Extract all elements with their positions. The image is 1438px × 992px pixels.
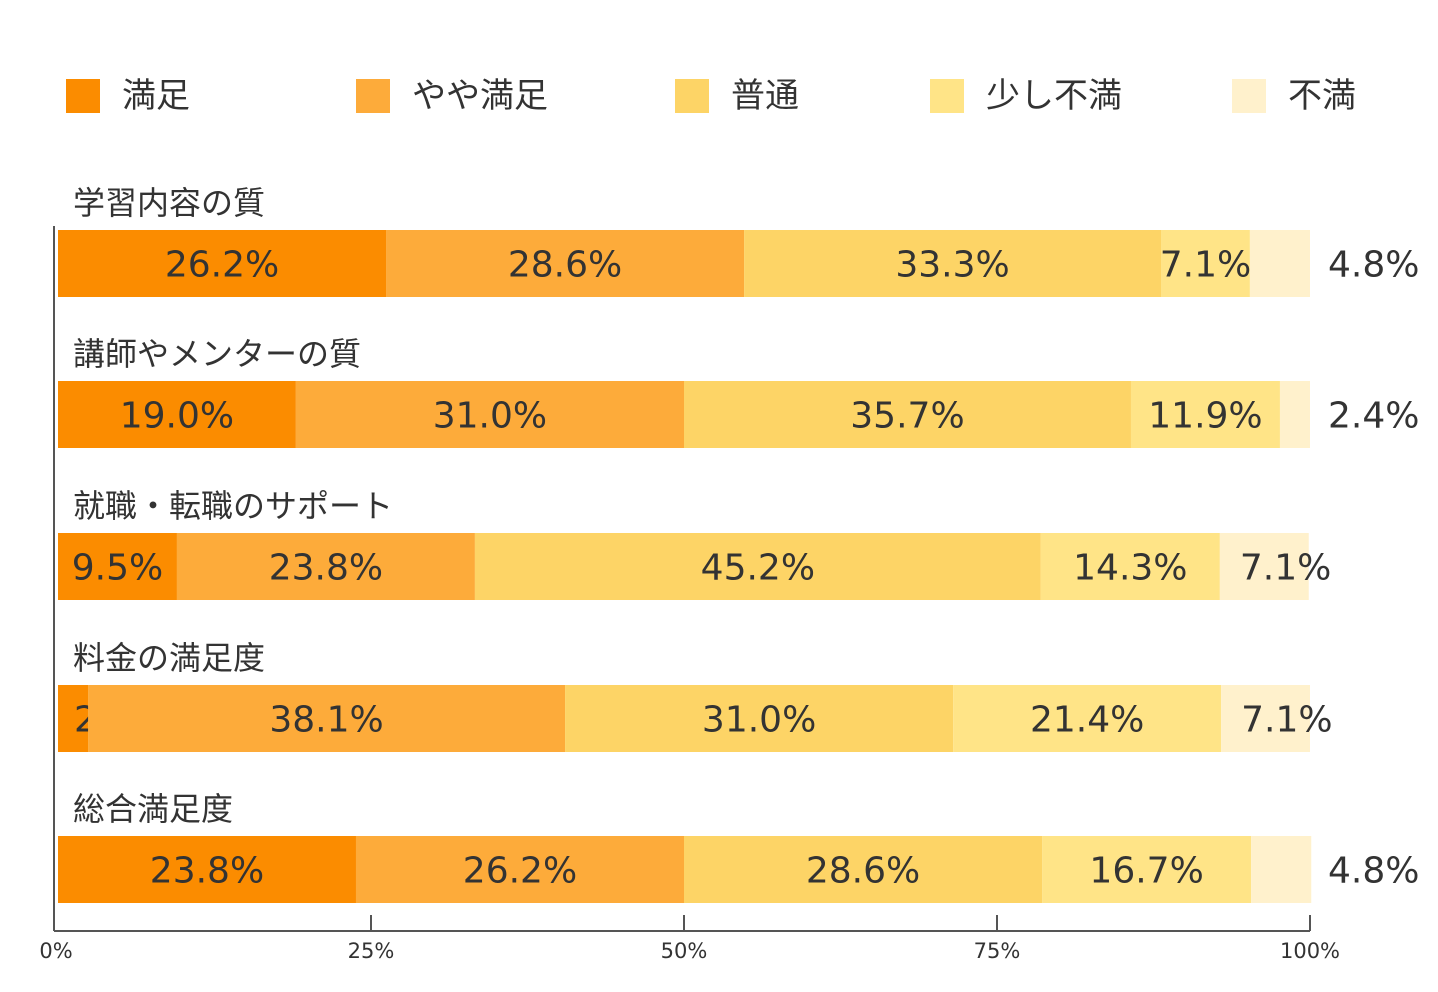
legend-label-4: 少し不満 bbox=[986, 76, 1122, 116]
bar-segment-4-4 bbox=[953, 685, 1222, 752]
bar-segment-4-2 bbox=[88, 685, 566, 752]
value-label-5-5: 4.8% bbox=[1328, 851, 1419, 892]
value-label-1-5: 4.8% bbox=[1328, 245, 1419, 286]
value-label-5-4: 16.7% bbox=[1089, 851, 1203, 892]
value-label-2-2: 31.0% bbox=[433, 396, 547, 437]
bar-segment-3-1 bbox=[58, 533, 177, 600]
value-label-4-5: 7.1% bbox=[1241, 700, 1332, 741]
value-label-2-4: 11.9% bbox=[1148, 396, 1262, 437]
value-label-2-5: 2.4% bbox=[1328, 396, 1419, 437]
bar-segment-3-4 bbox=[1040, 533, 1220, 600]
value-label-3-1: 9.5% bbox=[72, 548, 163, 589]
legend-swatch-4 bbox=[930, 79, 964, 113]
bar-segment-2-1 bbox=[58, 381, 296, 448]
x-tick-label-2: 25% bbox=[348, 939, 395, 963]
legend-label-3: 普通 bbox=[731, 76, 799, 116]
legend-label-2: やや満足 bbox=[412, 76, 548, 116]
value-label-2-1: 19.0% bbox=[120, 396, 234, 437]
bar-segment-5-3 bbox=[684, 836, 1043, 903]
bar-segment-4-3 bbox=[565, 685, 954, 752]
bar-segment-1-2 bbox=[386, 230, 745, 297]
bar-segment-4-5 bbox=[1221, 685, 1310, 752]
bar-segment-5-2 bbox=[355, 836, 684, 903]
bar-segment-5-5 bbox=[1251, 836, 1312, 903]
bar-segment-3-3 bbox=[474, 533, 1041, 600]
value-label-5-1: 23.8% bbox=[150, 851, 264, 892]
bar-segment-4-1 bbox=[58, 685, 89, 752]
bar-segment-3-5 bbox=[1219, 533, 1309, 600]
bar-segment-1-3 bbox=[744, 230, 1162, 297]
bar-segment-1-1 bbox=[58, 230, 387, 297]
category-label-3: 就職・転職のサポート bbox=[73, 487, 393, 525]
value-label-3-5: 7.1% bbox=[1240, 548, 1331, 589]
value-label-4-4: 21.4% bbox=[1030, 700, 1144, 741]
legend-swatch-2 bbox=[356, 79, 390, 113]
bar-segment-5-1 bbox=[58, 836, 356, 903]
category-label-5: 総合満足度 bbox=[73, 790, 233, 828]
bar-segment-2-2 bbox=[295, 381, 684, 448]
legend-label-5: 不満 bbox=[1288, 76, 1356, 116]
value-label-1-1: 26.2% bbox=[165, 245, 279, 286]
bar-segment-1-5 bbox=[1249, 230, 1310, 297]
value-label-4-2: 38.1% bbox=[269, 700, 383, 741]
bar-segment-2-3 bbox=[684, 381, 1131, 448]
bar-segment-2-4 bbox=[1130, 381, 1280, 448]
value-label-5-3: 28.6% bbox=[806, 851, 920, 892]
value-label-2-3: 35.7% bbox=[850, 396, 964, 437]
x-tick-label-1: 0% bbox=[39, 939, 72, 963]
bar-segment-2-5 bbox=[1279, 381, 1310, 448]
value-label-3-4: 14.3% bbox=[1073, 548, 1187, 589]
bar-segment-3-2 bbox=[176, 533, 475, 600]
legend-label-1: 満足 bbox=[122, 76, 190, 116]
legend-swatch-1 bbox=[66, 79, 100, 113]
value-label-3-2: 23.8% bbox=[269, 548, 383, 589]
bar-segment-5-4 bbox=[1042, 836, 1252, 903]
value-label-1-4: 7.1% bbox=[1160, 245, 1251, 286]
category-label-2: 講師やメンターの質 bbox=[73, 335, 361, 373]
category-label-4: 料金の満足度 bbox=[73, 639, 265, 677]
legend-swatch-5 bbox=[1232, 79, 1266, 113]
x-tick-label-3: 50% bbox=[661, 939, 708, 963]
value-label-1-3: 33.3% bbox=[895, 245, 1009, 286]
legend-swatch-3 bbox=[675, 79, 709, 113]
bar-segment-1-4 bbox=[1161, 230, 1250, 297]
value-label-5-2: 26.2% bbox=[463, 851, 577, 892]
value-label-1-2: 28.6% bbox=[508, 245, 622, 286]
value-label-3-3: 45.2% bbox=[701, 548, 815, 589]
value-label-4-3: 31.0% bbox=[702, 700, 816, 741]
category-label-1: 学習内容の質 bbox=[73, 184, 265, 222]
x-tick-label-4: 75% bbox=[974, 939, 1021, 963]
x-tick-label-5: 100% bbox=[1280, 939, 1340, 963]
